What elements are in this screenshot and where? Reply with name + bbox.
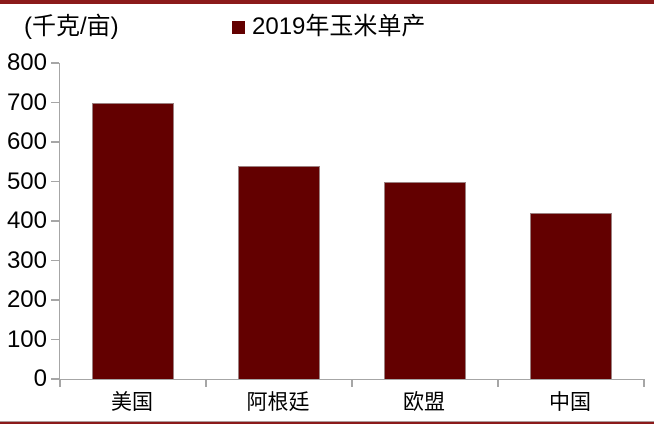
x-label-usa: 美国 xyxy=(111,391,153,414)
legend-square-icon xyxy=(232,20,245,34)
y-axis-unit-label: (千克/亩) xyxy=(24,13,119,40)
x-label-china: 中国 xyxy=(549,391,591,414)
y-axis-tick xyxy=(50,299,59,301)
x-axis-tick xyxy=(59,379,61,387)
x-axis-labels: 美国 阿根廷 欧盟 中国 xyxy=(59,389,643,417)
bar-美国 xyxy=(92,102,174,379)
bar-欧盟 xyxy=(384,181,466,379)
y-axis-tick-label: 500 xyxy=(6,167,47,195)
y-axis-tick xyxy=(50,378,59,380)
top-accent-rule xyxy=(0,0,654,4)
y-axis-tick-label: 400 xyxy=(6,207,47,234)
y-axis-tick xyxy=(50,338,59,341)
x-label-argentina: 阿根廷 xyxy=(246,391,310,414)
y-axis-tick xyxy=(50,180,59,183)
y-axis-tick-label: 300 xyxy=(6,246,47,274)
y-axis-tick-label: 800 xyxy=(6,49,47,76)
legend: 2019年玉米单产 xyxy=(232,13,425,41)
x-axis-tick xyxy=(351,379,353,387)
y-axis-tick-label: 100 xyxy=(6,325,47,353)
y-axis-tick-label: 0 xyxy=(33,365,47,392)
y-axis-tick xyxy=(50,62,59,64)
y-axis-tick-label: 600 xyxy=(6,128,47,155)
x-label-eu: 欧盟 xyxy=(403,391,445,414)
y-axis-tick xyxy=(50,101,59,104)
plot-area: 0 100 200 300 400 500 600 700 800 xyxy=(7,51,645,391)
legend-label: 2019年玉米单产 xyxy=(252,13,426,40)
y-axis-tick-label: 200 xyxy=(6,286,47,313)
bottom-accent-rule xyxy=(0,421,654,424)
y-axis-tick xyxy=(50,141,59,143)
x-axis-tick xyxy=(497,379,499,387)
bar-阿根廷 xyxy=(238,165,320,379)
y-axis-tick xyxy=(50,220,59,222)
x-axis-tick xyxy=(205,379,207,387)
y-axis-tick xyxy=(50,259,59,262)
x-axis-tick xyxy=(643,379,645,387)
bar-中国 xyxy=(530,213,612,379)
y-axis-tick-label: 700 xyxy=(6,88,47,116)
